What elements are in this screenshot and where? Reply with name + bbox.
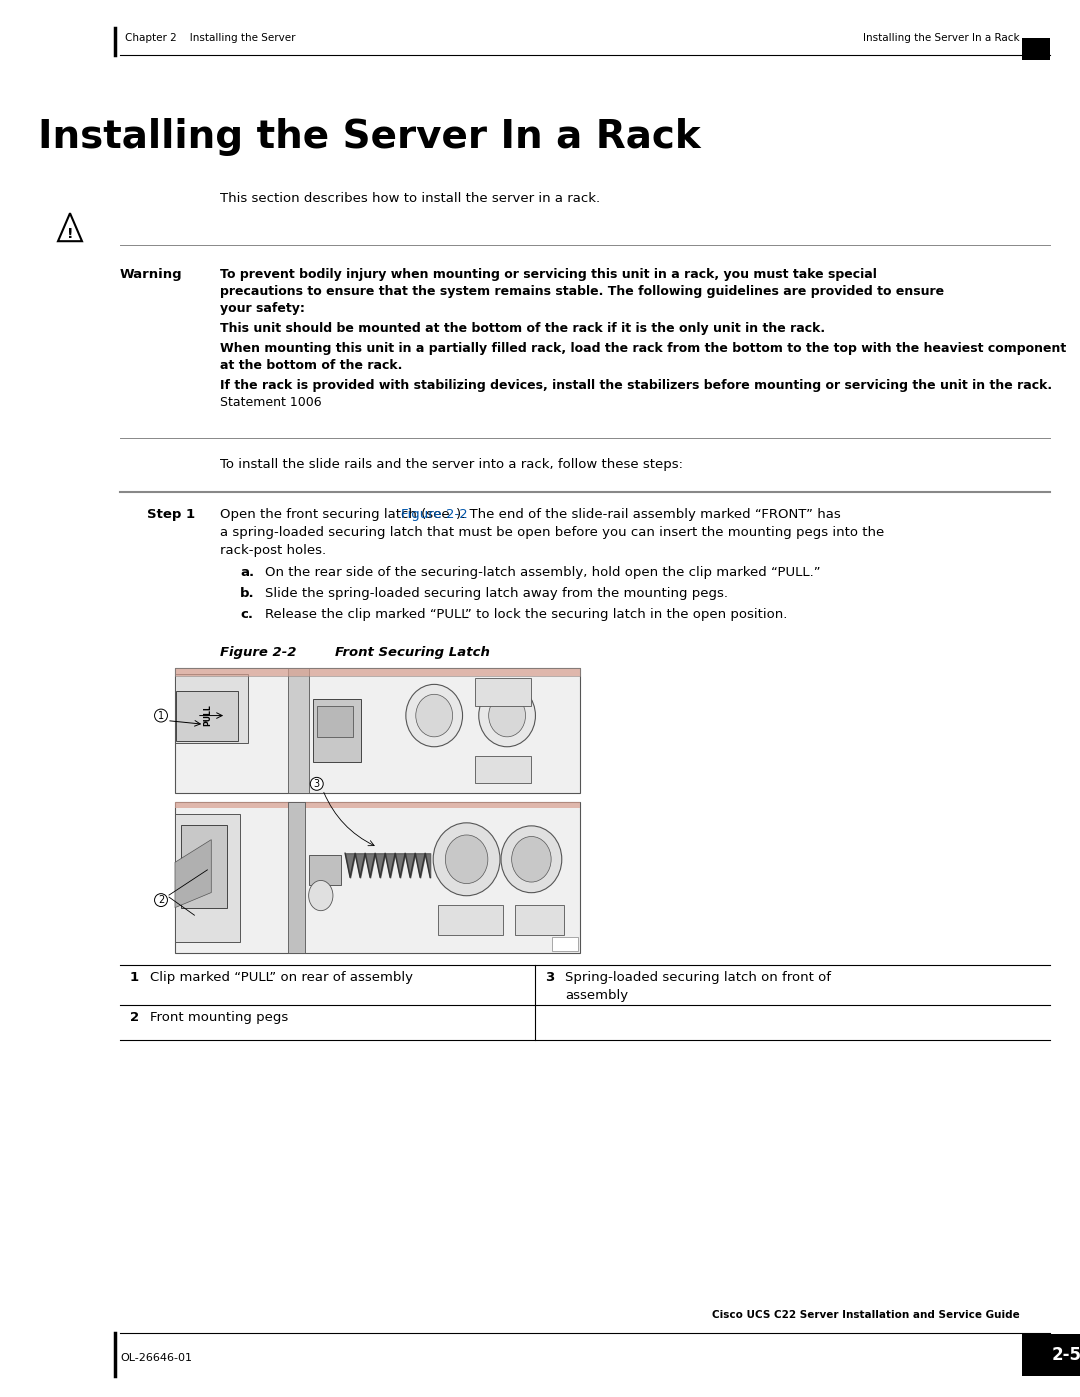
Bar xyxy=(288,802,305,953)
Ellipse shape xyxy=(416,694,453,736)
Bar xyxy=(176,690,239,740)
Bar xyxy=(175,668,580,676)
Text: Warning: Warning xyxy=(120,268,183,281)
Text: Front Securing Latch: Front Securing Latch xyxy=(335,645,490,659)
Ellipse shape xyxy=(433,823,500,895)
Bar xyxy=(475,756,531,784)
Bar xyxy=(288,668,309,793)
Text: 3: 3 xyxy=(313,780,320,789)
Bar xyxy=(309,855,341,884)
Text: 2-5: 2-5 xyxy=(1052,1345,1080,1363)
Text: !: ! xyxy=(67,226,73,242)
Text: 2: 2 xyxy=(158,895,164,905)
Bar xyxy=(438,905,503,935)
Text: ). The end of the slide-rail assembly marked “FRONT” has: ). The end of the slide-rail assembly ma… xyxy=(456,509,840,521)
Ellipse shape xyxy=(445,835,488,883)
Ellipse shape xyxy=(309,880,333,911)
Bar xyxy=(313,700,362,761)
Text: Figure 2-2: Figure 2-2 xyxy=(401,509,468,521)
Ellipse shape xyxy=(488,694,526,736)
Bar xyxy=(1022,1334,1080,1376)
Text: Spring-loaded securing latch on front of: Spring-loaded securing latch on front of xyxy=(565,971,831,983)
Text: On the rear side of the securing-latch assembly, hold open the clip marked “PULL: On the rear side of the securing-latch a… xyxy=(265,566,821,578)
Text: b.: b. xyxy=(240,587,255,599)
Text: Statement 1006: Statement 1006 xyxy=(220,395,322,409)
Bar xyxy=(181,824,227,908)
Ellipse shape xyxy=(478,685,536,747)
Bar xyxy=(475,678,531,705)
Text: Chapter 2    Installing the Server: Chapter 2 Installing the Server xyxy=(125,34,296,43)
Bar xyxy=(175,802,580,953)
Text: Step 1: Step 1 xyxy=(147,509,195,521)
Text: OL-26646-01: OL-26646-01 xyxy=(120,1354,192,1363)
Ellipse shape xyxy=(501,826,562,893)
Text: Cisco UCS C22 Server Installation and Service Guide: Cisco UCS C22 Server Installation and Se… xyxy=(712,1310,1020,1320)
Bar xyxy=(175,668,580,793)
Ellipse shape xyxy=(406,685,462,747)
Polygon shape xyxy=(175,840,212,908)
Text: assembly: assembly xyxy=(565,989,629,1002)
Text: Clip marked “PULL” on rear of assembly: Clip marked “PULL” on rear of assembly xyxy=(150,971,413,983)
Text: Open the front securing latch (see: Open the front securing latch (see xyxy=(220,509,454,521)
Bar xyxy=(175,814,240,943)
Text: 2: 2 xyxy=(130,1011,139,1024)
Bar xyxy=(1022,38,1050,60)
Text: Front mounting pegs: Front mounting pegs xyxy=(150,1011,288,1024)
Polygon shape xyxy=(58,214,82,242)
Text: To install the slide rails and the server into a rack, follow these steps:: To install the slide rails and the serve… xyxy=(220,458,683,471)
Text: Figure 2-2: Figure 2-2 xyxy=(220,645,297,659)
Text: a spring-loaded securing latch that must be open before you can insert the mount: a spring-loaded securing latch that must… xyxy=(220,527,885,539)
Text: Release the clip marked “PULL” to lock the securing latch in the open position.: Release the clip marked “PULL” to lock t… xyxy=(265,608,787,622)
Text: c.: c. xyxy=(240,608,253,622)
Bar xyxy=(515,905,564,935)
Bar xyxy=(175,802,580,807)
Text: PULL: PULL xyxy=(203,704,213,726)
Text: This unit should be mounted at the bottom of the rack if it is the only unit in : This unit should be mounted at the botto… xyxy=(220,321,825,335)
Text: This section describes how to install the server in a rack.: This section describes how to install th… xyxy=(220,191,600,205)
Text: your safety:: your safety: xyxy=(220,302,305,314)
Text: a.: a. xyxy=(240,566,254,578)
Bar xyxy=(175,675,248,743)
Text: If the rack is provided with stabilizing devices, install the stabilizers before: If the rack is provided with stabilizing… xyxy=(220,379,1052,393)
Text: Slide the spring-loaded securing latch away from the mounting pegs.: Slide the spring-loaded securing latch a… xyxy=(265,587,728,599)
Bar xyxy=(316,705,353,736)
Text: rack-post holes.: rack-post holes. xyxy=(220,543,326,557)
Text: precautions to ensure that the system remains stable. The following guidelines a: precautions to ensure that the system re… xyxy=(220,285,944,298)
Text: 3: 3 xyxy=(545,971,554,983)
Text: at the bottom of the rack.: at the bottom of the rack. xyxy=(220,359,403,372)
Text: Installing the Server In a Rack: Installing the Server In a Rack xyxy=(863,34,1020,43)
Text: When mounting this unit in a partially filled rack, load the rack from the botto: When mounting this unit in a partially f… xyxy=(220,342,1066,355)
Ellipse shape xyxy=(512,837,551,882)
Text: 1: 1 xyxy=(130,971,139,983)
Text: Installing the Server In a Rack: Installing the Server In a Rack xyxy=(38,117,701,156)
Text: 1: 1 xyxy=(158,711,164,721)
Text: To prevent bodily injury when mounting or servicing this unit in a rack, you mus: To prevent bodily injury when mounting o… xyxy=(220,268,877,281)
Bar xyxy=(552,937,578,951)
